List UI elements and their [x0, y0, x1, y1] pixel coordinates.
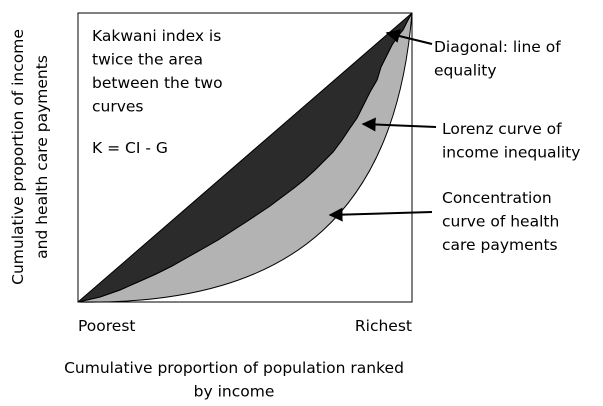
- arrow: [361, 117, 437, 132]
- kakwani-text: Kakwani index is: [92, 27, 221, 45]
- kakwani-text: curves: [92, 98, 144, 116]
- lorenz-area: [77, 12, 413, 303]
- diagonal-label: Diagonal: line of: [434, 38, 561, 56]
- x-end-label: Richest: [355, 317, 412, 335]
- arrow: [328, 207, 433, 222]
- y-axis-label: and health care payments: [33, 55, 51, 259]
- x-axis-label: Cumulative proportion of population rank…: [64, 359, 404, 377]
- concentration-label: curve of health: [442, 213, 559, 231]
- concentration-label: care payments: [442, 236, 558, 254]
- x-start-label: Poorest: [78, 317, 135, 335]
- x-axis-label: by income: [194, 383, 275, 401]
- kakwani-text: twice the area: [92, 51, 203, 69]
- formula: K = CI - G: [92, 139, 168, 157]
- lorenz-label: income inequality: [442, 144, 580, 162]
- arrow: [385, 29, 433, 45]
- concentration-label: Concentration: [442, 189, 552, 207]
- y-axis-label: Cumulative proportion of income: [9, 29, 27, 285]
- diagonal-label: equality: [434, 62, 497, 80]
- plot-frame: [77, 12, 413, 303]
- kakwani-text: between the two: [92, 74, 223, 92]
- lorenz-label: Lorenz curve of: [442, 120, 562, 138]
